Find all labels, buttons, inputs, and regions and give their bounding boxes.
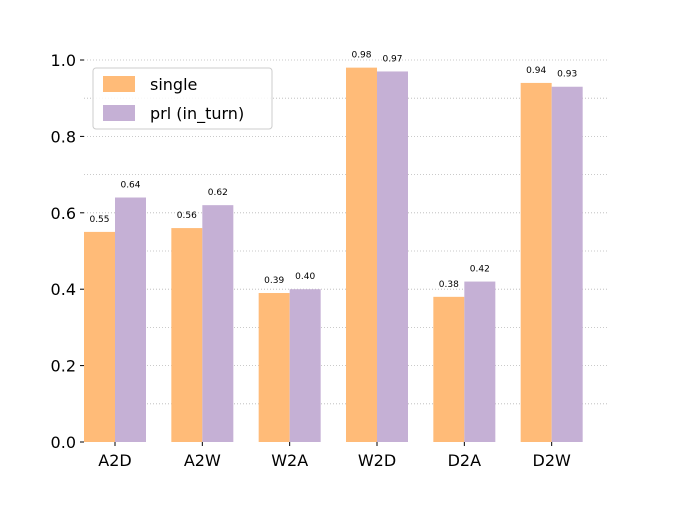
legend: single prl (in_turn) bbox=[92, 67, 273, 130]
x-tick-label: A2D bbox=[98, 451, 131, 470]
data-label: 0.40 bbox=[295, 272, 315, 282]
bar-single-d2w bbox=[520, 82, 552, 443]
data-label: 0.56 bbox=[177, 211, 197, 221]
data-label: 0.64 bbox=[120, 181, 140, 191]
data-label: 0.94 bbox=[526, 66, 546, 76]
data-label: 0.55 bbox=[89, 215, 109, 225]
bar-prl-in-turn-w2a bbox=[289, 289, 321, 442]
data-labels: 0.55 0.56 0.39 0.98 0.38 0.94 0.64 0.62 0.40 0.97… bbox=[89, 51, 577, 290]
x-tick-label: D2W bbox=[533, 451, 572, 470]
bar-single-w2a bbox=[258, 293, 290, 442]
bar-prl-in-turn-a2d bbox=[115, 197, 146, 442]
y-tick-label: 0.0 bbox=[51, 433, 76, 452]
bar-single-a2w bbox=[171, 228, 203, 442]
bar-single-w2d bbox=[346, 67, 377, 442]
y-tick-label: 0.8 bbox=[51, 127, 76, 146]
legend-swatch-single bbox=[103, 76, 135, 92]
data-label: 0.93 bbox=[557, 70, 577, 80]
bar-prl-in-turn-d2w bbox=[551, 86, 583, 443]
x-tick-label: W2A bbox=[271, 451, 308, 470]
legend-label-single: single bbox=[150, 75, 197, 94]
y-tick-label: 1.0 bbox=[51, 51, 76, 70]
x-tick-label: D2A bbox=[448, 451, 482, 470]
data-label: 0.98 bbox=[351, 51, 371, 61]
bar-prl-in-turn-w2d bbox=[377, 71, 408, 443]
data-label: 0.97 bbox=[382, 54, 402, 64]
x-tick-label: W2D bbox=[358, 451, 396, 470]
data-label: 0.38 bbox=[439, 280, 459, 290]
data-label: 0.42 bbox=[470, 265, 490, 275]
y-tick-label: 0.2 bbox=[51, 357, 76, 376]
y-tick-label: 0.4 bbox=[51, 280, 76, 299]
legend-label-prl-in-turn: prl (in_turn) bbox=[150, 104, 244, 124]
bar-single-d2a bbox=[433, 296, 465, 442]
legend-swatch-prl-in-turn bbox=[103, 105, 135, 121]
bar-prl-in-turn-d2a bbox=[464, 281, 496, 442]
data-label: 0.39 bbox=[264, 276, 284, 286]
legend-frame bbox=[92, 67, 273, 130]
y-tick-label: 0.6 bbox=[51, 204, 76, 223]
bar-prl-in-turn-a2w bbox=[202, 205, 234, 442]
data-label: 0.62 bbox=[208, 188, 228, 198]
bar-single-a2d bbox=[84, 231, 115, 442]
bars bbox=[84, 67, 583, 443]
axes: A2D A2W W2A W2D D2A D2W 0.0 0.2 0.4 0.6 0.8 1.0 bbox=[51, 51, 571, 470]
x-tick-label: A2W bbox=[184, 451, 221, 470]
